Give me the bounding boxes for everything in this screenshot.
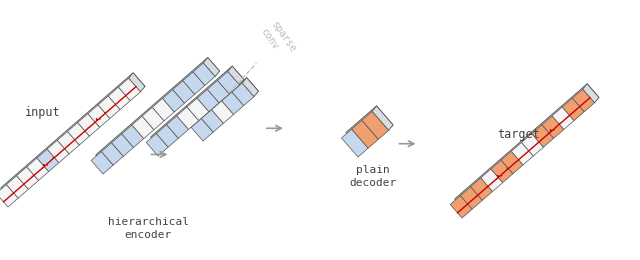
Polygon shape bbox=[522, 134, 543, 156]
Polygon shape bbox=[191, 119, 213, 141]
Polygon shape bbox=[146, 134, 168, 156]
Polygon shape bbox=[6, 176, 28, 198]
Polygon shape bbox=[582, 84, 599, 103]
Polygon shape bbox=[193, 63, 215, 86]
Polygon shape bbox=[150, 66, 244, 151]
Polygon shape bbox=[156, 125, 179, 147]
Polygon shape bbox=[91, 152, 113, 174]
Polygon shape bbox=[17, 167, 38, 189]
Polygon shape bbox=[101, 143, 124, 165]
Polygon shape bbox=[542, 116, 564, 138]
Polygon shape bbox=[470, 178, 493, 200]
Polygon shape bbox=[450, 196, 472, 218]
Polygon shape bbox=[108, 87, 131, 109]
Text: plain
decoder: plain decoder bbox=[349, 165, 397, 188]
Polygon shape bbox=[173, 81, 195, 103]
Polygon shape bbox=[342, 129, 368, 157]
Polygon shape bbox=[372, 106, 393, 131]
Polygon shape bbox=[232, 83, 254, 106]
Polygon shape bbox=[1, 73, 145, 202]
Polygon shape bbox=[481, 169, 503, 191]
Polygon shape bbox=[152, 99, 174, 121]
Polygon shape bbox=[129, 73, 145, 92]
Polygon shape bbox=[88, 105, 110, 127]
Polygon shape bbox=[132, 116, 154, 139]
Polygon shape bbox=[96, 57, 220, 168]
Polygon shape bbox=[111, 134, 134, 156]
Text: input: input bbox=[25, 106, 61, 119]
Polygon shape bbox=[98, 96, 120, 119]
Polygon shape bbox=[511, 142, 533, 165]
Polygon shape bbox=[532, 125, 554, 147]
Polygon shape bbox=[228, 66, 244, 85]
Polygon shape bbox=[118, 78, 140, 101]
Polygon shape bbox=[212, 101, 234, 123]
Polygon shape bbox=[454, 84, 599, 212]
Polygon shape bbox=[563, 98, 584, 121]
Polygon shape bbox=[67, 122, 90, 145]
Polygon shape bbox=[47, 140, 69, 163]
Polygon shape bbox=[460, 187, 483, 209]
Polygon shape bbox=[572, 89, 595, 112]
Polygon shape bbox=[204, 57, 220, 77]
Polygon shape bbox=[197, 89, 219, 112]
Polygon shape bbox=[221, 92, 244, 114]
Polygon shape bbox=[187, 98, 209, 121]
Polygon shape bbox=[0, 185, 18, 207]
Polygon shape bbox=[242, 78, 259, 97]
Polygon shape bbox=[183, 72, 205, 94]
Polygon shape bbox=[177, 107, 199, 129]
Polygon shape bbox=[142, 107, 164, 130]
Polygon shape bbox=[202, 110, 223, 132]
Polygon shape bbox=[58, 131, 79, 154]
Polygon shape bbox=[491, 160, 513, 183]
Polygon shape bbox=[207, 80, 229, 103]
Polygon shape bbox=[501, 151, 523, 174]
Polygon shape bbox=[346, 106, 393, 152]
Polygon shape bbox=[218, 72, 239, 94]
Polygon shape bbox=[37, 149, 59, 172]
Polygon shape bbox=[362, 112, 388, 139]
Text: hierarchical
encoder: hierarchical encoder bbox=[108, 217, 189, 240]
Text: target: target bbox=[497, 128, 540, 141]
Polygon shape bbox=[166, 116, 189, 138]
Polygon shape bbox=[196, 78, 259, 135]
Polygon shape bbox=[351, 120, 378, 148]
Text: sparse
conv: sparse conv bbox=[259, 20, 297, 61]
Polygon shape bbox=[27, 158, 49, 180]
Polygon shape bbox=[122, 125, 144, 147]
Polygon shape bbox=[163, 89, 184, 112]
Polygon shape bbox=[77, 114, 100, 136]
Polygon shape bbox=[552, 107, 574, 129]
